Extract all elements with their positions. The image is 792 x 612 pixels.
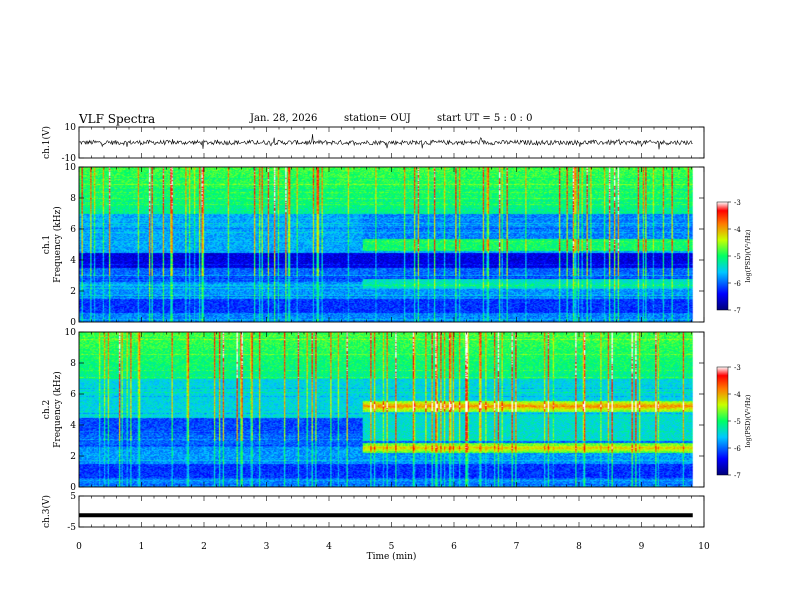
colorbar-tick-label: -5: [734, 418, 741, 426]
x-tick-label: 10: [698, 542, 710, 552]
ch1-colorbar: [716, 201, 729, 311]
y-tick-label: 0: [70, 483, 76, 493]
x-tick-label: 6: [451, 542, 457, 552]
colorbar-tick-label: -4: [734, 391, 741, 399]
y-tick-label: 6: [70, 225, 76, 235]
x-axis-label: Time (min): [367, 551, 417, 562]
colorbar-tick-label: -7: [734, 472, 741, 480]
ch2-channel-label: ch.2: [42, 400, 52, 419]
ch2-colorbar-label: log(PSD)(V²/Hz): [744, 394, 752, 447]
ch3v-ylabel: ch.3(V): [41, 495, 52, 528]
y-tick-label: 8: [70, 194, 76, 204]
y-tick-label: 10: [65, 163, 77, 173]
colorbar-tick-label: -3: [734, 199, 741, 207]
colorbar-tick-label: -5: [734, 253, 741, 261]
ch1v-ylabel: ch.1(V): [41, 126, 52, 159]
y-tick-label: -10: [62, 154, 77, 164]
figure-title: VLF Spectra: [79, 112, 156, 126]
ch2-ylabel: Frequency (kHz): [52, 371, 63, 448]
ch2-colorbar: [716, 366, 729, 476]
y-tick-label: 6: [70, 390, 76, 400]
colorbar-tick-label: -7: [734, 307, 741, 315]
x-tick-label: 0: [76, 542, 82, 552]
y-tick-label: 10: [65, 328, 77, 338]
x-tick-label: 4: [326, 542, 332, 552]
ch1-spectrogram: [79, 167, 704, 322]
x-tick-label: 8: [576, 542, 582, 552]
start-time-label: start UT = 5 : 0 : 0: [437, 113, 533, 124]
date-label: Jan. 28, 2026: [250, 113, 318, 124]
ch1-channel-label: ch.1: [42, 235, 52, 254]
y-tick-label: 5: [70, 492, 76, 502]
y-tick-label: 0: [70, 318, 76, 328]
station-label: station= OUJ: [344, 113, 411, 124]
y-tick-label: 2: [70, 452, 76, 462]
ch1-colorbar-label: log(PSD)(V²/Hz): [744, 229, 752, 282]
ch1v-waveform: [78, 134, 693, 150]
colorbar-tick-label: -3: [734, 364, 741, 372]
colorbar-tick-label: -6: [734, 445, 741, 453]
y-tick-label: 4: [70, 421, 76, 431]
colorbar-tick-label: -4: [734, 226, 741, 234]
ch1-ylabel: Frequency (kHz): [52, 206, 63, 283]
ch2-spectrogram: [79, 332, 704, 487]
x-tick-label: 3: [264, 542, 270, 552]
y-tick-label: 2: [70, 287, 76, 297]
y-tick-label: -5: [67, 523, 76, 533]
spectrogram-images: [79, 167, 704, 487]
x-tick-label: 7: [514, 542, 520, 552]
x-tick-label: 2: [201, 542, 207, 552]
y-tick-label: 8: [70, 359, 76, 369]
y-tick-label: 4: [70, 256, 76, 266]
x-tick-label: 5: [389, 542, 395, 552]
x-tick-label: 1: [139, 542, 145, 552]
colorbar-tick-label: -6: [734, 280, 741, 288]
y-tick-label: 10: [65, 123, 77, 133]
chart-marks: [78, 126, 731, 528]
x-tick-label: 9: [639, 542, 645, 552]
